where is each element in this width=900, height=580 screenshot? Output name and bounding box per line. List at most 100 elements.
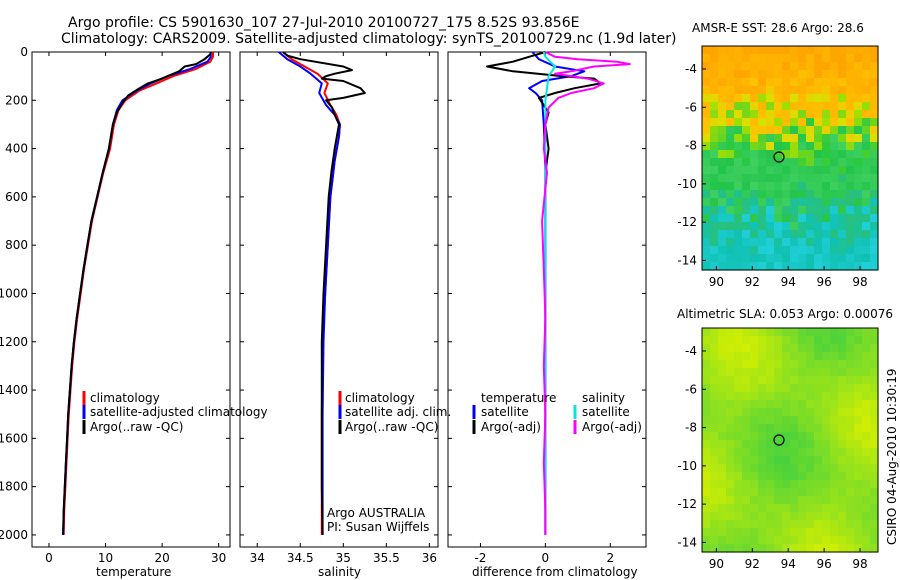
map-cell [806, 142, 815, 151]
map-cell [782, 206, 791, 215]
map-cell [830, 352, 839, 361]
map-cell [758, 336, 767, 345]
map-cell [702, 480, 711, 489]
map-y-tick-label: -14 [677, 253, 697, 267]
sla-map-ticks: 90 92 94 96 98 -4 -6 -8 -10 -12 -14 [677, 344, 867, 571]
map-cell [774, 464, 783, 473]
map-cell [790, 254, 799, 263]
sla-map-title: Altimetric SLA: 0.053 Argo: 0.00076 [677, 307, 893, 321]
map-cell [742, 94, 751, 103]
legend-label-satellite: satellite-adjusted climatology [90, 405, 268, 419]
map-cell [774, 336, 783, 345]
map-cell [710, 230, 719, 239]
map-cell [822, 230, 831, 239]
map-cell [790, 222, 799, 231]
map-cell [742, 448, 751, 457]
map-cell [742, 62, 751, 71]
map-cell [742, 464, 751, 473]
map-cell [718, 198, 727, 207]
map-cell [726, 150, 735, 159]
map-cell [774, 480, 783, 489]
map-cell [758, 86, 767, 95]
map-cell [750, 118, 759, 127]
map-cell [758, 416, 767, 425]
map-cell [726, 126, 735, 135]
map-cell [798, 368, 807, 377]
map-cell [814, 158, 823, 167]
map-cell [870, 166, 879, 175]
map-cell [758, 440, 767, 449]
map-cell [750, 206, 759, 215]
map-cell [798, 238, 807, 247]
map-cell [750, 46, 759, 55]
map-cell [790, 424, 799, 433]
map-cell [758, 360, 767, 369]
map-cell [710, 408, 719, 417]
map-cell [798, 352, 807, 361]
map-cell [846, 416, 855, 425]
map-cell [854, 198, 863, 207]
map-cell [870, 174, 879, 183]
map-cell [718, 536, 727, 545]
map-cell [830, 496, 839, 505]
map-cell [766, 440, 775, 449]
map-cell [782, 110, 791, 119]
map-cell [710, 166, 719, 175]
map-cell [766, 206, 775, 215]
map-cell [854, 376, 863, 385]
map-cell [782, 360, 791, 369]
map-cell [710, 254, 719, 263]
map-cell [710, 158, 719, 167]
map-cell [822, 520, 831, 529]
map-cell [870, 544, 879, 553]
map-cell [854, 504, 863, 513]
map-cell [774, 142, 783, 151]
series-line-salinity-satellite [542, 51, 557, 535]
map-cell [830, 126, 839, 135]
map-cell [854, 432, 863, 441]
map-cell [814, 254, 823, 263]
map-cell [830, 110, 839, 119]
map-cell [870, 440, 879, 449]
x-tick-label: 35.5 [373, 551, 400, 565]
map-cell [870, 54, 879, 63]
map-cell [702, 448, 711, 457]
map-cell [798, 384, 807, 393]
map-cell [774, 238, 783, 247]
map-cell [814, 472, 823, 481]
map-cell [742, 126, 751, 135]
map-cell [806, 62, 815, 71]
map-cell [782, 118, 791, 127]
y-tick-label: 1800 [0, 480, 28, 494]
y-tick-label: 2000 [0, 528, 28, 542]
map-cell [758, 198, 767, 207]
map-cell [766, 118, 775, 127]
map-cell [790, 400, 799, 409]
map-cell [718, 328, 727, 337]
difference-panel: -2 0 2 difference from climatology tempera… [447, 51, 647, 579]
map-cell [854, 110, 863, 119]
map-cell [830, 488, 839, 497]
map-cell [806, 416, 815, 425]
map-cell [870, 448, 879, 457]
map-cell [750, 262, 759, 271]
map-cell [766, 70, 775, 79]
map-cell [742, 70, 751, 79]
map-cell [814, 504, 823, 513]
map-cell [718, 174, 727, 183]
map-cell [742, 392, 751, 401]
map-cell [702, 110, 711, 119]
map-cell [790, 512, 799, 521]
map-cell [742, 416, 751, 425]
map-cell [870, 94, 879, 103]
map-cell [726, 544, 735, 553]
map-cell [838, 376, 847, 385]
map-cell [758, 496, 767, 505]
map-cell [766, 62, 775, 71]
map-cell [734, 360, 743, 369]
map-cell [798, 392, 807, 401]
map-cell [838, 110, 847, 119]
map-x-tick-label: 96 [816, 557, 831, 571]
y-tick-label: 400 [5, 142, 28, 156]
map-cell [750, 336, 759, 345]
